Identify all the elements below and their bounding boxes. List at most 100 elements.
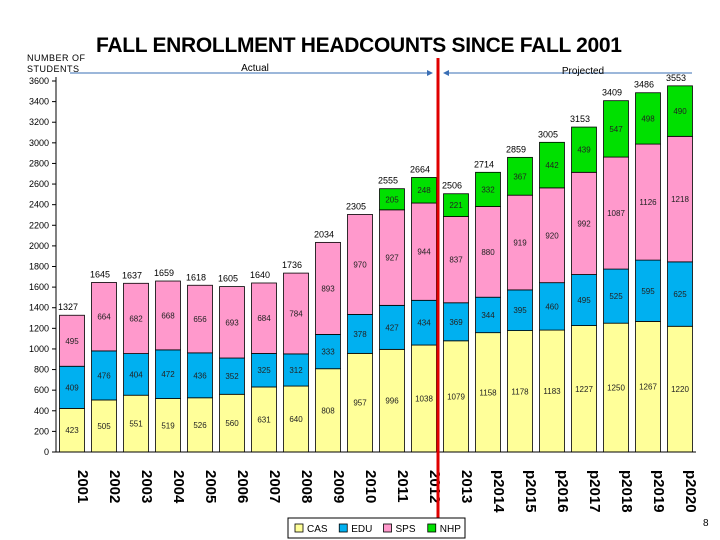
bar-segment-sps bbox=[219, 286, 245, 359]
segment-value-label: 656 bbox=[193, 315, 207, 324]
bar-segment-edu bbox=[507, 289, 533, 332]
segment-value-label: 631 bbox=[257, 415, 271, 424]
bar-segment-sps bbox=[91, 282, 117, 352]
y-tick-label: 2200 bbox=[29, 220, 49, 230]
x-tick-label: 2003 bbox=[138, 470, 155, 503]
y-tick-label: 1200 bbox=[29, 323, 49, 333]
segment-value-label: 682 bbox=[129, 314, 143, 323]
total-value-label: 3486 bbox=[634, 80, 654, 90]
bar-segment-sps bbox=[123, 282, 149, 354]
x-tick-label: 2008 bbox=[298, 470, 315, 503]
segment-value-label: 919 bbox=[513, 239, 527, 248]
legend-swatch-cas bbox=[294, 523, 304, 533]
bar-segment-cas bbox=[283, 385, 309, 453]
x-tick-label: 2010 bbox=[362, 470, 379, 503]
segment-value-label: 1079 bbox=[447, 392, 465, 401]
bar-segment-nhp bbox=[379, 188, 405, 211]
projected-label: Projected bbox=[562, 66, 604, 77]
segment-value-label: 367 bbox=[513, 172, 527, 181]
y-tick-label: 2600 bbox=[29, 179, 49, 189]
segment-value-label: 525 bbox=[609, 292, 623, 301]
bar-segment-nhp bbox=[475, 171, 501, 207]
annotations: Actual Projected bbox=[70, 58, 692, 532]
x-tick-label: 2004 bbox=[170, 470, 187, 504]
segment-value-label: 920 bbox=[545, 231, 559, 240]
bar-segment-cas bbox=[219, 393, 245, 453]
segment-value-label: 808 bbox=[321, 406, 335, 415]
legend-swatch-edu bbox=[338, 523, 348, 533]
segment-value-label: 476 bbox=[97, 371, 111, 380]
segment-value-label: 526 bbox=[193, 421, 207, 430]
x-tick-label: 2012 bbox=[426, 470, 443, 503]
segment-value-label: 498 bbox=[641, 114, 655, 123]
x-tick-label: p2020 bbox=[682, 470, 699, 513]
segment-value-label: 1178 bbox=[511, 387, 529, 396]
segment-value-label: 460 bbox=[545, 302, 559, 311]
bar-segment-cas bbox=[59, 408, 85, 453]
segment-value-label: 837 bbox=[449, 256, 463, 265]
x-tick-label: p2018 bbox=[618, 470, 635, 513]
total-value-label: 3553 bbox=[666, 73, 686, 83]
segment-value-label: 1183 bbox=[543, 387, 561, 396]
bar-segment-sps bbox=[59, 314, 85, 367]
x-axis: 2001 2002 2003 2004 2005 2006 2007 2008 2009 2010… bbox=[56, 451, 699, 513]
segment-value-label: 551 bbox=[129, 420, 143, 429]
legend: CAS EDU SPS NHP bbox=[287, 517, 466, 539]
segment-value-label: 472 bbox=[161, 370, 175, 379]
segment-value-label: 378 bbox=[353, 330, 367, 339]
page-number: 8 bbox=[703, 518, 709, 529]
bar-segment-edu bbox=[347, 314, 373, 354]
segment-value-label: 560 bbox=[225, 419, 239, 428]
segment-value-label: 434 bbox=[417, 319, 431, 328]
bar-segment-sps bbox=[411, 202, 437, 301]
segment-value-label: 409 bbox=[65, 383, 79, 392]
total-value-label: 1736 bbox=[282, 260, 302, 270]
segment-value-label: 944 bbox=[417, 248, 431, 257]
segment-value-label: 1227 bbox=[575, 385, 593, 394]
legend-label-nhp: NHP bbox=[440, 524, 461, 535]
y-tick-label: 0 bbox=[44, 447, 49, 457]
segment-value-label: 1218 bbox=[671, 195, 689, 204]
bar-segment-nhp bbox=[411, 177, 437, 204]
bar-segment-edu bbox=[667, 261, 693, 327]
y-tick-label: 3000 bbox=[29, 138, 49, 148]
x-tick-label: p2016 bbox=[554, 470, 571, 513]
segment-value-label: 640 bbox=[289, 415, 303, 424]
segment-value-label: 505 bbox=[97, 422, 111, 431]
segment-value-label: 404 bbox=[129, 370, 143, 379]
segment-value-label: 495 bbox=[577, 296, 591, 305]
bar-segment-edu bbox=[123, 353, 149, 396]
segment-value-label: 957 bbox=[353, 399, 367, 408]
bar-segment-edu bbox=[603, 268, 629, 324]
total-value-label: 3153 bbox=[570, 114, 590, 124]
bar-segment-cas bbox=[187, 397, 213, 453]
bar-segment-sps bbox=[539, 187, 565, 284]
segment-value-label: 442 bbox=[545, 161, 559, 170]
bar-segment-edu bbox=[539, 282, 565, 331]
y-tick-label: 2000 bbox=[29, 241, 49, 251]
segment-value-label: 369 bbox=[449, 318, 463, 327]
segment-value-label: 395 bbox=[513, 306, 527, 315]
segment-value-label: 312 bbox=[289, 366, 303, 375]
y-tick-label: 3200 bbox=[29, 117, 49, 127]
segment-value-label: 893 bbox=[321, 284, 335, 293]
legend-box bbox=[287, 517, 466, 539]
total-value-label: 2034 bbox=[314, 229, 334, 239]
legend-label-sps: SPS bbox=[396, 524, 416, 535]
bar-segment-sps bbox=[667, 135, 693, 263]
bar-segment-sps bbox=[283, 272, 309, 355]
bar-segment-sps bbox=[187, 284, 213, 354]
x-tick-label: 2001 bbox=[74, 470, 91, 503]
bar-segment-edu bbox=[59, 365, 85, 409]
x-tick-label: 2009 bbox=[330, 470, 347, 503]
segment-value-label: 668 bbox=[161, 311, 175, 320]
bar-segment-nhp bbox=[443, 193, 469, 217]
bars: 423 409 495 505 476 664 551 404 682 519 472 668 526 4… bbox=[59, 85, 693, 453]
x-tick-label: 2013 bbox=[458, 470, 475, 503]
bar-segment-edu bbox=[315, 334, 341, 370]
segment-value-label: 423 bbox=[65, 426, 79, 435]
bar-segment-nhp bbox=[635, 92, 661, 145]
x-tick-label: 2002 bbox=[106, 470, 123, 503]
bar-segment-sps bbox=[379, 209, 405, 306]
